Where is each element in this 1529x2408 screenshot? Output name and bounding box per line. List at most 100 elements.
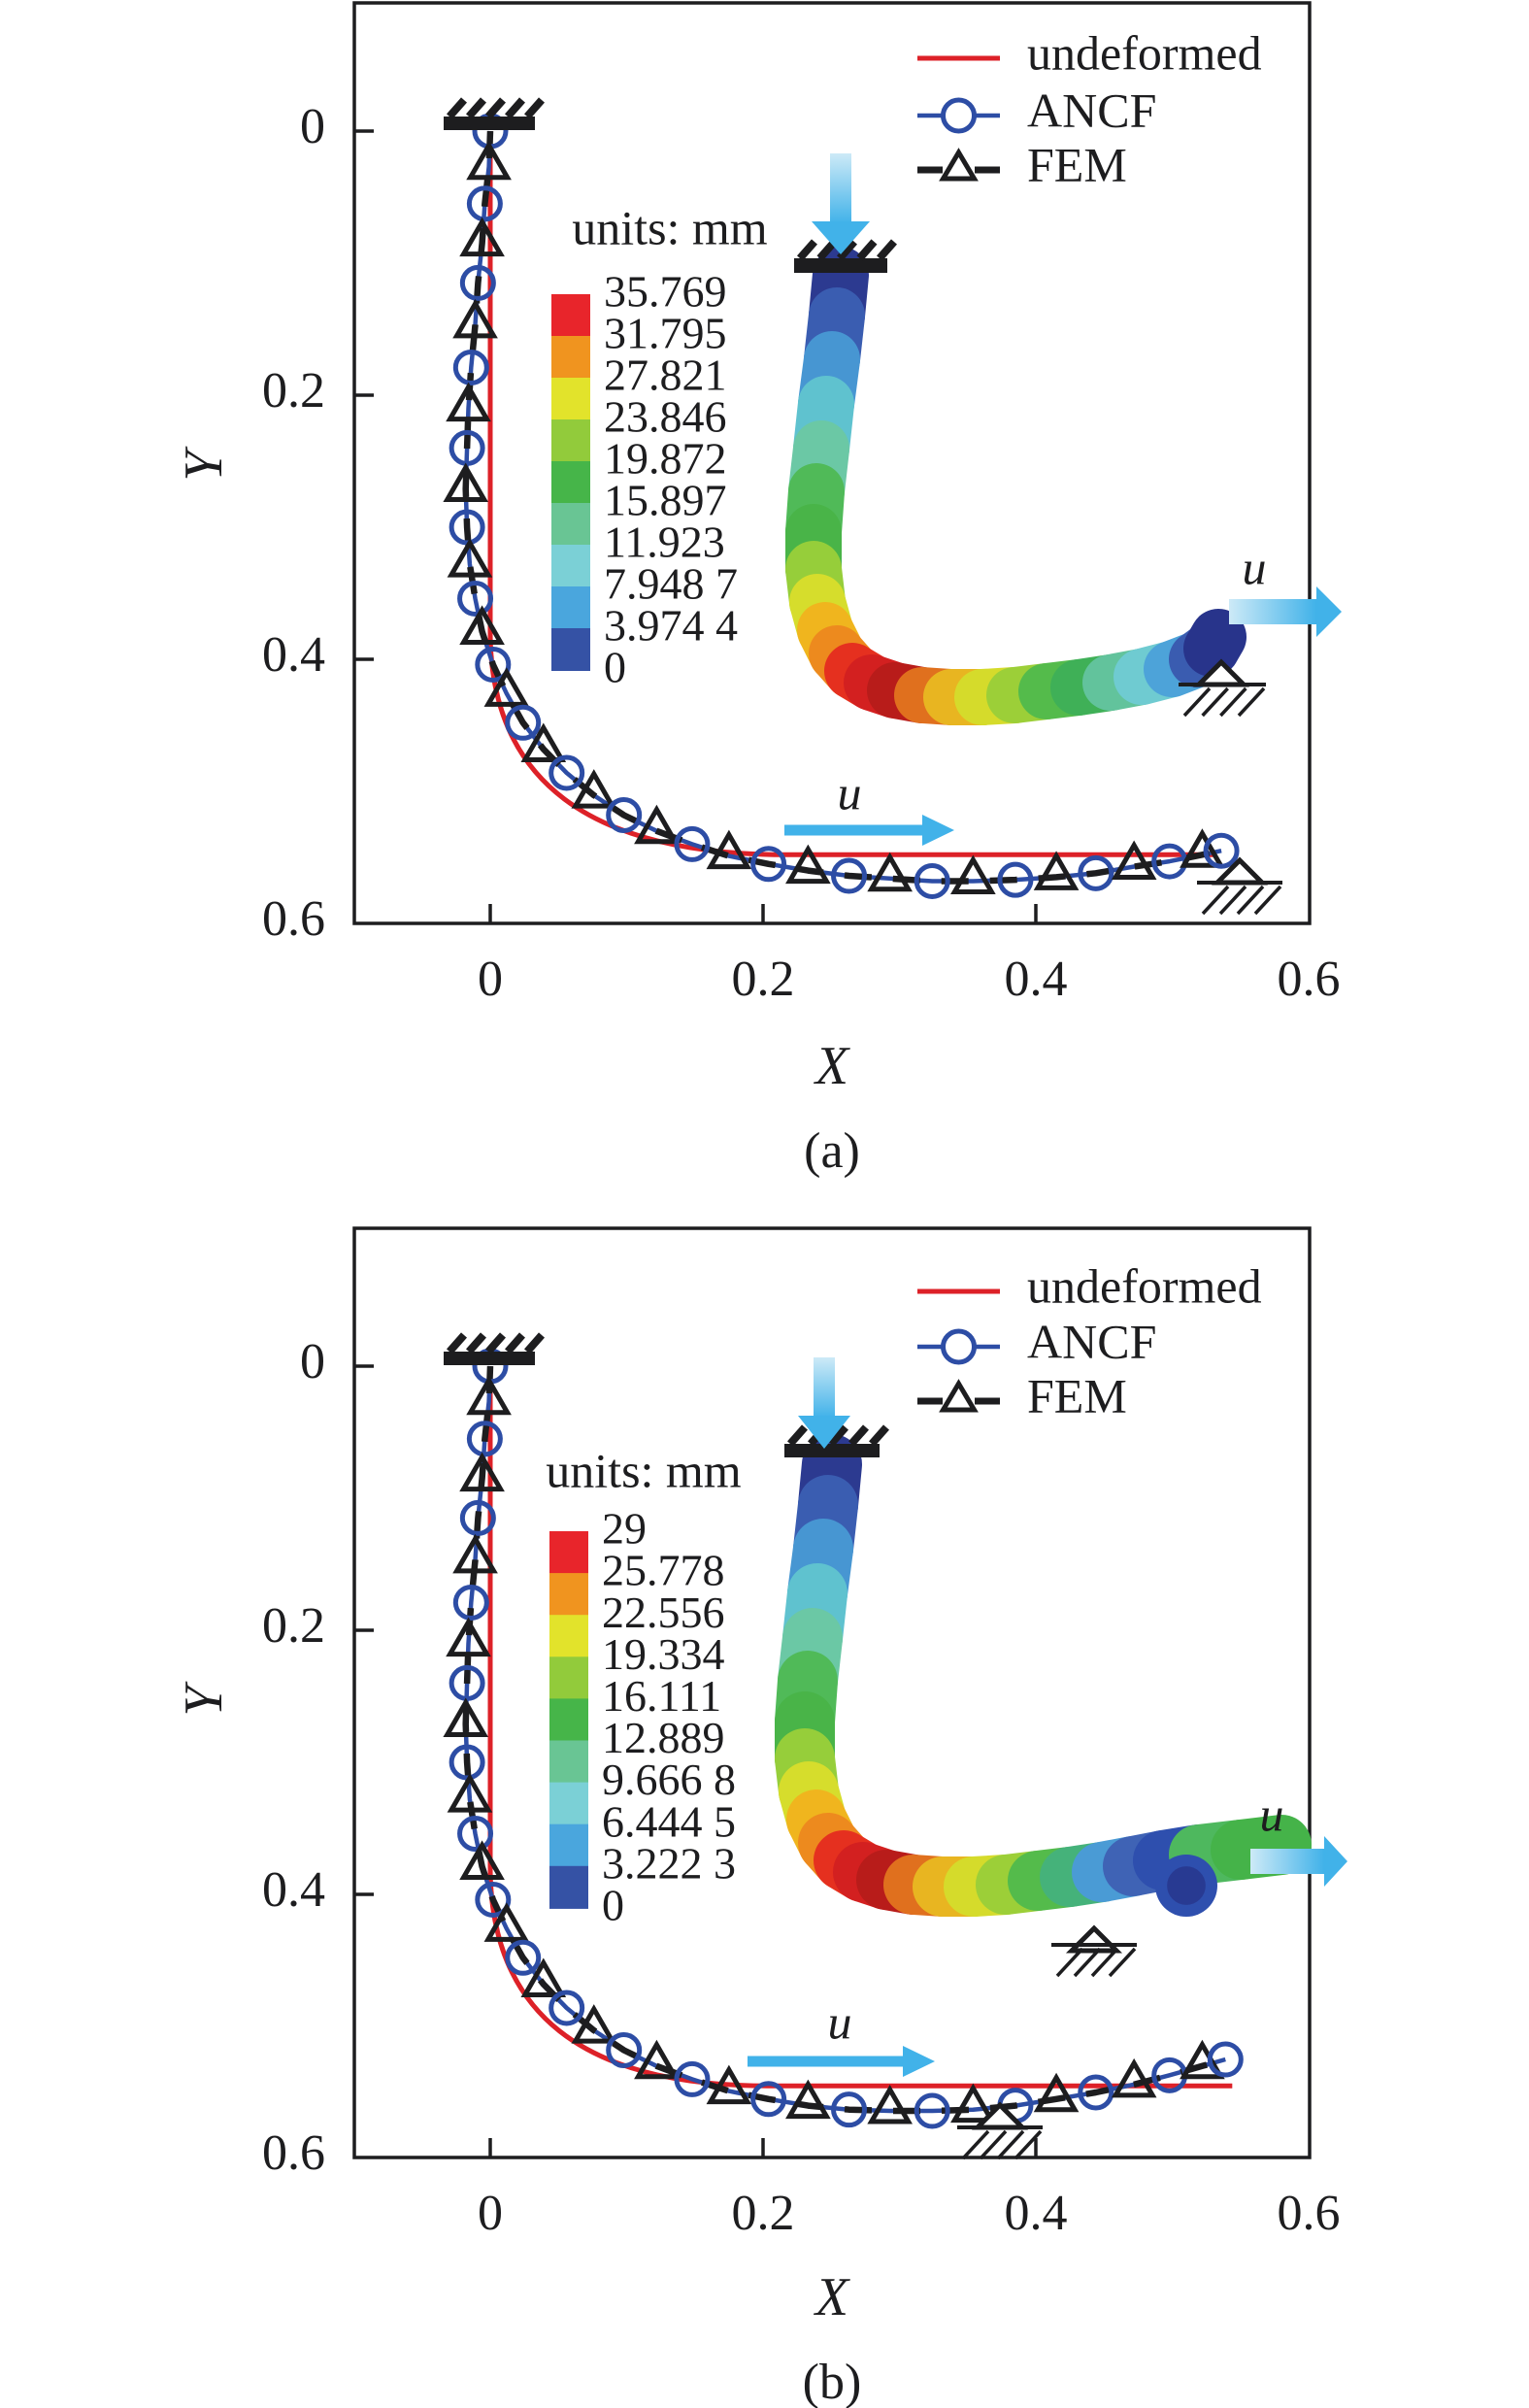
inset-u-label: u <box>1243 540 1267 594</box>
roller-support-hatch-stroke <box>1236 885 1265 916</box>
colorbar-tick-label: 19.334 <box>602 1629 725 1679</box>
fixed-support-hatch-stroke <box>485 97 506 119</box>
inset-roller-hatch-stroke <box>1108 1947 1137 1978</box>
x-tick-label: 0.6 <box>1278 952 1341 1007</box>
fem-triangle-marker <box>466 1375 512 1416</box>
colorbar-tick-label: 16.111 <box>602 1671 721 1721</box>
subplot-a: 0 0.2 0.4 0.6 0 0.2 0.4 0.6 Y X (a) undeformedANCFF… <box>174 1 1342 1179</box>
colorbar-tick-label: 31.795 <box>604 309 727 358</box>
colorbar-tick-label: 27.821 <box>604 351 727 400</box>
inset-roller-hatch-stroke <box>1090 1947 1119 1978</box>
ancf-circle-marker <box>674 2060 711 2097</box>
fem-triangle-marker <box>867 2085 913 2124</box>
ancf-circle-marker <box>750 846 787 883</box>
fem-triangle-marker <box>446 1617 491 1657</box>
inset-clamp-bar <box>794 258 887 273</box>
colorbar-segment <box>549 1656 588 1700</box>
fixed-support-hatch-stroke <box>485 1332 506 1354</box>
colorbar-tick-label: 12.889 <box>602 1713 725 1762</box>
fem-triangle-marker <box>785 2079 831 2120</box>
inset-roller-hatch-stroke <box>1237 686 1266 718</box>
x-tick-label: 0 <box>478 952 503 1007</box>
colorbar-segment <box>551 545 590 587</box>
ancf-circle-marker <box>475 1881 512 1918</box>
colorbar-tick-label: 3.974 4 <box>604 601 738 651</box>
colorbar-segment <box>549 1865 588 1909</box>
roller-support-hatch-stroke <box>1218 885 1247 916</box>
fem-triangle-marker <box>571 2004 617 2044</box>
ancf-circle-marker <box>1078 2074 1114 2111</box>
fem-triangle-marker <box>867 852 913 892</box>
inset-u-label: u <box>1260 1787 1284 1841</box>
fem-triangle-marker <box>1033 2072 1080 2113</box>
legend-entry-undeformed: undeformed <box>917 25 1262 80</box>
fem-triangle-marker <box>706 2064 752 2105</box>
x-tick-label: 0.2 <box>732 2186 795 2241</box>
fem-triangle-marker <box>634 2039 680 2080</box>
colorbar-segment <box>549 1531 588 1575</box>
colorbar-tick-label: 15.897 <box>604 476 727 525</box>
inset-deformed-beam: u <box>775 1357 1347 1978</box>
legend-entry-ancf: ANCF <box>917 1314 1156 1368</box>
ancf-circle-marker <box>548 754 585 791</box>
fem-triangle-marker <box>571 769 617 809</box>
inset-clamp-hatch-stroke <box>787 1424 808 1447</box>
ancf-circle-marker <box>1078 854 1114 891</box>
load-arrow-down <box>814 1357 835 1418</box>
ancf-circle-marker <box>505 1939 542 1976</box>
x-tick-label: 0.4 <box>1005 952 1068 1007</box>
colorbar-segment <box>549 1573 588 1617</box>
colorbar-tick-label: 11.923 <box>604 518 725 567</box>
inset-roller-hatch-stroke <box>1055 1947 1084 1978</box>
fem-triangle-marker <box>459 217 505 257</box>
colorbar-tick-label: 9.666 8 <box>602 1755 736 1804</box>
colorbar-tick-label: 19.872 <box>604 434 727 484</box>
fixed-support-hatch-stroke <box>447 1332 467 1354</box>
fem-triangle-marker <box>520 1957 567 1997</box>
ancf-circle-marker <box>466 1421 503 1457</box>
colorbar-segment <box>551 586 590 629</box>
colorbar-tick-label: 22.556 <box>602 1588 725 1637</box>
ancf-circle-marker <box>831 2091 868 2128</box>
fem-triangle-marker <box>443 462 489 503</box>
y-tick-label: 0.4 <box>262 1862 325 1918</box>
colorbar-tick-label: 0 <box>604 643 626 692</box>
colorbar-segment <box>549 1740 588 1784</box>
fem-triangle-marker <box>706 829 752 870</box>
u-label: u <box>838 765 862 819</box>
ancf-circle-marker <box>452 349 489 385</box>
ancf-circle-marker <box>606 796 643 833</box>
beam-color-band <box>1183 609 1246 677</box>
inset-deformed-beam: u <box>785 153 1342 725</box>
subplot-caption: (a) <box>804 1123 860 1179</box>
inset-clamp-hatch-stroke <box>797 239 817 261</box>
fixed-support-bar <box>444 117 535 130</box>
legend-label: ANCF <box>1027 1314 1156 1368</box>
beam-color-band <box>1211 1815 1312 1880</box>
colorbar-segment <box>549 1615 588 1658</box>
colorbar-tick-label: 6.444 5 <box>602 1796 736 1846</box>
ancf-circle-marker <box>674 825 711 862</box>
colorbar-tick-label: 7.948 7 <box>604 559 738 609</box>
fem-triangle-marker <box>447 538 493 578</box>
colorbar-tick-label: 25.778 <box>602 1546 725 1595</box>
colorbar-units-label: units: mm <box>572 200 768 254</box>
fem-triangle-marker <box>443 1697 489 1738</box>
plot-box <box>352 1 1312 925</box>
u-arrow-head <box>922 815 954 846</box>
fem-triangle-marker <box>785 844 831 885</box>
legend-entry-fem: FEM <box>917 137 1127 191</box>
fixed-support-hatch-stroke <box>466 97 486 119</box>
colorbar-tick-label: 0 <box>602 1880 624 1929</box>
inset-clamp-hatch-stroke <box>877 239 897 261</box>
colorbar-segment <box>551 378 590 420</box>
ancf-circle-marker <box>831 857 868 894</box>
fem-triangle-marker <box>459 1840 505 1880</box>
fem-dashed-line <box>462 1365 1227 2115</box>
beam-blue-spot <box>1167 1866 1206 1905</box>
fem-triangle-marker <box>483 667 530 707</box>
x-tick-label: 0.2 <box>732 952 795 1007</box>
legend-label: undeformed <box>1027 1258 1262 1313</box>
